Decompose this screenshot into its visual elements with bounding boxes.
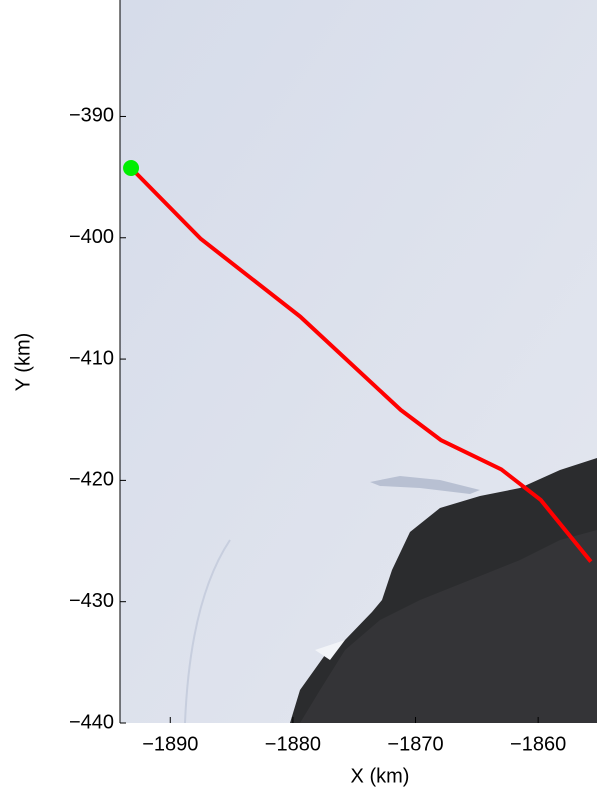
y-tick-label: −410 bbox=[69, 347, 114, 369]
x-axis-label: X (km) bbox=[351, 765, 410, 787]
track-line bbox=[129, 166, 593, 563]
start-marker bbox=[123, 160, 140, 177]
x-tick-label: −1870 bbox=[387, 733, 443, 755]
x-tick-label: −1860 bbox=[510, 733, 566, 755]
y-tick-label: −420 bbox=[69, 469, 114, 491]
x-tick-label: −1880 bbox=[265, 733, 321, 755]
y-tick-label: −390 bbox=[69, 105, 114, 127]
x-tick-label: −1890 bbox=[142, 733, 198, 755]
y-tick-label: −400 bbox=[69, 226, 114, 248]
y-tick-label: −430 bbox=[69, 590, 114, 612]
background-image bbox=[120, 0, 597, 724]
y-axis-label: Y (km) bbox=[12, 333, 34, 392]
y-tick-label: −440 bbox=[69, 711, 114, 733]
